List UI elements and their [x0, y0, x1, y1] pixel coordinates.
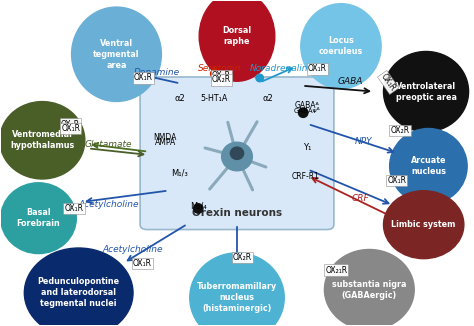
Ellipse shape — [324, 249, 414, 326]
Text: Acetylcholine: Acetylcholine — [78, 200, 139, 209]
Text: AMPA: AMPA — [155, 138, 176, 147]
Ellipse shape — [72, 7, 161, 101]
Text: Dorsal
raphe: Dorsal raphe — [222, 26, 252, 46]
Text: CRF-R1: CRF-R1 — [292, 172, 319, 181]
Text: Serotonin: Serotonin — [198, 64, 241, 73]
Text: Glutamate: Glutamate — [85, 140, 132, 149]
Text: NPY: NPY — [355, 137, 373, 146]
Ellipse shape — [222, 142, 252, 171]
Ellipse shape — [24, 248, 133, 326]
Text: OX₂₁R: OX₂₁R — [325, 266, 347, 274]
Text: Limbic system: Limbic system — [392, 220, 456, 229]
Ellipse shape — [256, 74, 264, 82]
Text: Ventrolateral
preoptic area: Ventrolateral preoptic area — [395, 82, 456, 102]
Text: OX₂R: OX₂R — [61, 120, 80, 128]
Ellipse shape — [199, 0, 275, 81]
Text: M₂/₄: M₂/₄ — [190, 201, 207, 210]
Text: OX₂R: OX₂R — [233, 253, 252, 262]
Text: α2: α2 — [262, 94, 273, 103]
FancyBboxPatch shape — [140, 77, 334, 230]
Ellipse shape — [193, 204, 203, 213]
Text: Ventral
tegmental
area: Ventral tegmental area — [93, 39, 140, 70]
Ellipse shape — [230, 147, 244, 159]
Text: NMDA: NMDA — [154, 133, 177, 142]
Text: OX₁R: OX₁R — [134, 73, 153, 82]
Text: substantia nigra
(GABAergic): substantia nigra (GABAergic) — [332, 280, 407, 300]
Text: OX₂R: OX₂R — [212, 75, 231, 84]
Text: OX₁R: OX₁R — [133, 259, 152, 268]
Text: OX₁R: OX₁R — [64, 204, 83, 213]
Text: OX₂R: OX₂R — [391, 126, 410, 135]
Ellipse shape — [299, 108, 308, 117]
Text: OX₁R: OX₁R — [379, 72, 397, 93]
Text: GABA: GABA — [338, 77, 363, 86]
Ellipse shape — [390, 128, 467, 204]
Text: 5-HT₁A: 5-HT₁A — [201, 94, 228, 103]
Text: GABAᴪᴬ: GABAᴪᴬ — [293, 108, 320, 114]
Text: CRF: CRF — [352, 194, 370, 202]
Text: M₁/₃: M₁/₃ — [171, 169, 188, 178]
Text: OX₁R: OX₁R — [212, 71, 231, 80]
Ellipse shape — [301, 4, 381, 89]
Text: OX₁R: OX₁R — [387, 176, 406, 185]
Text: α2: α2 — [175, 94, 186, 103]
Ellipse shape — [383, 52, 469, 132]
Text: Y₁: Y₁ — [303, 143, 311, 152]
Text: Arcuate
nucleus: Arcuate nucleus — [410, 156, 446, 176]
Text: Orexin neurons: Orexin neurons — [192, 208, 282, 218]
Text: Dopamine: Dopamine — [134, 68, 180, 77]
Ellipse shape — [0, 102, 85, 179]
Text: Noradrenaline: Noradrenaline — [249, 64, 313, 73]
Text: Basal
Forebrain: Basal Forebrain — [17, 208, 60, 228]
Text: Acetylcholine: Acetylcholine — [103, 244, 163, 254]
Text: OX₁R: OX₁R — [308, 64, 327, 73]
Ellipse shape — [190, 253, 284, 326]
Text: Tuberromamillary
nucleus
(histaminergic): Tuberromamillary nucleus (histaminergic) — [197, 282, 277, 313]
Text: Ventromedial
hypothalamus: Ventromedial hypothalamus — [10, 130, 74, 150]
Ellipse shape — [383, 191, 464, 259]
Text: Locus
coeruleus: Locus coeruleus — [319, 36, 363, 56]
Ellipse shape — [210, 70, 218, 78]
Text: Pedunculopontine
and laterodorsal
tegmental nuclei: Pedunculopontine and laterodorsal tegmen… — [37, 277, 120, 308]
Ellipse shape — [0, 183, 76, 254]
Text: GABAᴬ: GABAᴬ — [294, 101, 319, 111]
Text: OX₁R: OX₁R — [61, 124, 80, 133]
